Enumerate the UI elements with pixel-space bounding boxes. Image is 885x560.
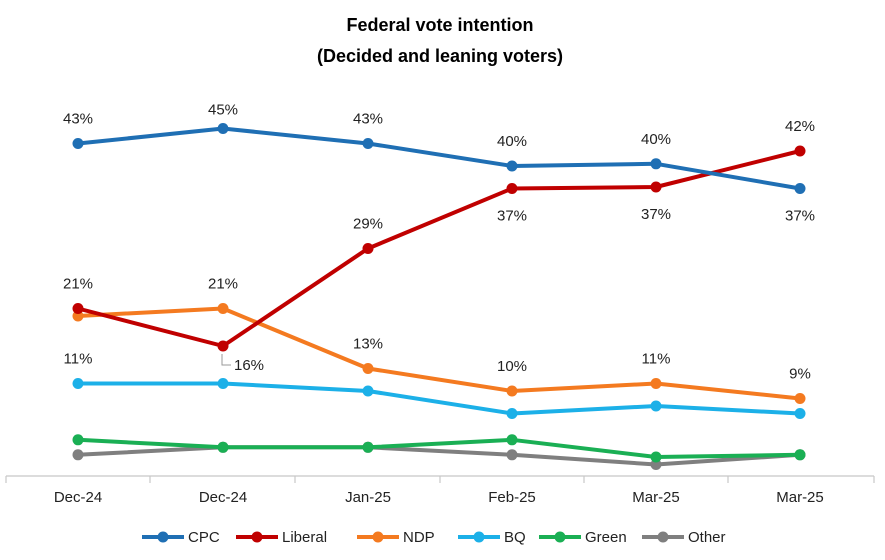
data-point [650, 400, 662, 412]
data-point [72, 434, 84, 446]
data-point [506, 434, 518, 446]
series-green [72, 434, 806, 463]
x-axis-labels: Dec-24 Dec-24 Jan-25 Feb-25 Mar-25 Mar-25 [54, 489, 824, 506]
data-point [217, 303, 229, 314]
chart-subtitle: (Decided and leaning voters) [317, 46, 563, 66]
x-tick-label: Jan-25 [345, 489, 391, 506]
data-point [650, 378, 662, 389]
data-point [217, 378, 229, 389]
data-point [217, 340, 229, 352]
data-label: 13% [353, 336, 383, 353]
legend-swatch-marker [372, 531, 384, 543]
data-labels: 43% 45% 43% 40% 40% 37% 21% 16% 29% 37% 37% 42% 21% 1… [63, 102, 815, 383]
series-line [76, 445, 802, 467]
legend-swatch-marker [251, 531, 263, 543]
data-label: 9% [789, 366, 811, 383]
legend-label: Liberal [282, 529, 327, 546]
series-line [76, 149, 802, 348]
series-liberal [72, 145, 806, 352]
legend: CPC Liberal NDP BQ Green Other [142, 529, 726, 546]
data-point [794, 183, 806, 194]
data-point [506, 449, 518, 461]
data-point [217, 441, 229, 453]
data-label: 11% [642, 351, 671, 368]
legend-label: CPC [188, 529, 220, 546]
data-point [650, 451, 662, 463]
legend-label: Green [585, 529, 627, 546]
data-label: 43% [353, 111, 383, 128]
data-label: 37% [497, 208, 527, 225]
data-label: 29% [353, 216, 383, 233]
legend-item-green: Green [539, 529, 627, 546]
data-point [650, 181, 662, 193]
legend-item-bq: BQ [458, 529, 526, 546]
x-axis-ticks [5, 476, 875, 483]
data-label: 21% [208, 276, 238, 293]
legend-swatch-marker [473, 531, 485, 543]
data-point [362, 243, 374, 254]
legend-label: BQ [504, 529, 526, 546]
series-line [76, 381, 802, 416]
legend-item-cpc: CPC [142, 529, 220, 546]
data-point [72, 449, 84, 461]
data-point [506, 385, 518, 397]
data-point [362, 441, 374, 453]
data-label: 43% [63, 111, 93, 128]
data-label: 42% [785, 118, 815, 135]
legend-item-liberal: Liberal [236, 529, 327, 546]
data-point [794, 449, 806, 461]
data-point [506, 160, 518, 172]
data-point [794, 393, 806, 404]
data-point [794, 408, 806, 419]
data-label: 45% [208, 102, 238, 119]
legend-item-ndp: NDP [357, 529, 435, 546]
data-point [217, 123, 229, 134]
data-label: 21% [63, 276, 93, 293]
x-tick-label: Feb-25 [488, 489, 536, 506]
x-tick-label: Dec-24 [54, 489, 102, 506]
data-label: 16% [234, 357, 264, 374]
data-label: 40% [641, 131, 671, 148]
data-label: 37% [641, 206, 671, 223]
series-lines [72, 123, 806, 470]
series-line [76, 437, 802, 459]
data-point [362, 363, 374, 374]
data-point [362, 138, 374, 149]
data-point [362, 385, 374, 397]
legend-label: Other [688, 529, 726, 546]
series-cpc [72, 123, 806, 194]
data-point [72, 303, 84, 314]
legend-swatch-marker [554, 531, 566, 543]
data-point [794, 145, 806, 157]
legend-swatch-marker [657, 531, 669, 543]
series-bq [72, 378, 806, 419]
label-leader-line [221, 354, 231, 366]
x-tick-label: Dec-24 [199, 489, 247, 506]
series-line [76, 126, 802, 191]
data-point [506, 408, 518, 419]
x-tick-label: Mar-25 [632, 489, 680, 506]
data-point [506, 183, 518, 194]
legend-item-other: Other [642, 529, 726, 546]
series-ndp [72, 303, 806, 404]
data-point [72, 378, 84, 389]
data-point [72, 138, 84, 149]
series-line [76, 306, 802, 401]
chart-title: Federal vote intention [346, 15, 533, 35]
data-point [650, 158, 662, 170]
data-label: 11% [64, 351, 93, 368]
x-tick-label: Mar-25 [776, 489, 824, 506]
data-label: 37% [785, 208, 815, 225]
data-label: 10% [497, 358, 527, 375]
legend-label: NDP [403, 529, 435, 546]
legend-swatch-marker [157, 531, 169, 543]
data-label: 40% [497, 133, 527, 150]
